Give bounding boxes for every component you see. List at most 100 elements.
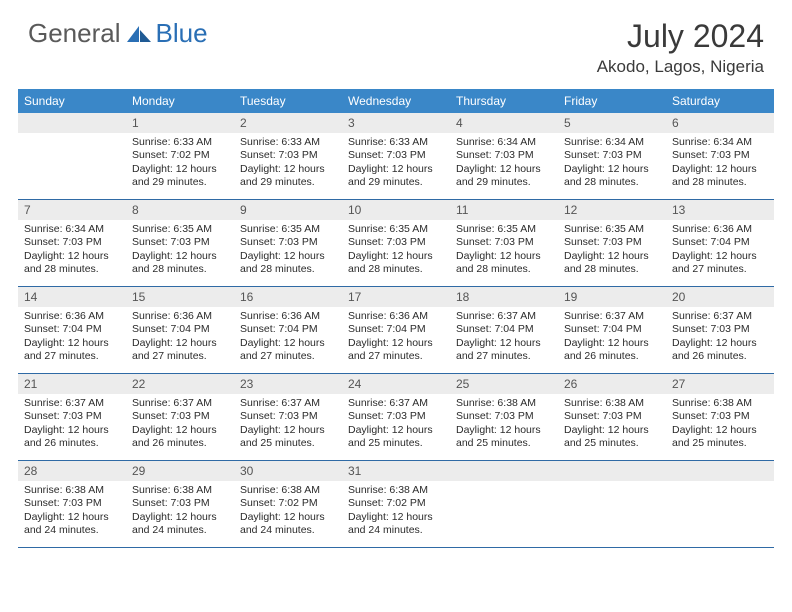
day-data: Sunrise: 6:36 AMSunset: 7:04 PMDaylight:… xyxy=(234,307,342,370)
day-data: Sunrise: 6:38 AMSunset: 7:03 PMDaylight:… xyxy=(126,481,234,544)
sunrise-line: Sunrise: 6:33 AM xyxy=(348,136,444,149)
day-data xyxy=(666,481,774,490)
sunrise-line: Sunrise: 6:38 AM xyxy=(24,484,120,497)
sunset-line: Sunset: 7:04 PM xyxy=(240,323,336,336)
day-cell: 30Sunrise: 6:38 AMSunset: 7:02 PMDayligh… xyxy=(234,461,342,547)
day-number: 16 xyxy=(234,287,342,307)
daylight-line: Daylight: 12 hours and 29 minutes. xyxy=(132,163,228,190)
daylight-line: Daylight: 12 hours and 24 minutes. xyxy=(132,511,228,538)
day-data: Sunrise: 6:35 AMSunset: 7:03 PMDaylight:… xyxy=(342,220,450,283)
day-number xyxy=(558,461,666,481)
daylight-line: Daylight: 12 hours and 29 minutes. xyxy=(240,163,336,190)
day-number: 26 xyxy=(558,374,666,394)
day-cell: 13Sunrise: 6:36 AMSunset: 7:04 PMDayligh… xyxy=(666,200,774,286)
day-data: Sunrise: 6:34 AMSunset: 7:03 PMDaylight:… xyxy=(666,133,774,196)
sunset-line: Sunset: 7:02 PM xyxy=(348,497,444,510)
sail-icon xyxy=(125,24,153,44)
sunrise-line: Sunrise: 6:33 AM xyxy=(132,136,228,149)
day-data: Sunrise: 6:37 AMSunset: 7:03 PMDaylight:… xyxy=(234,394,342,457)
sunrise-line: Sunrise: 6:36 AM xyxy=(132,310,228,323)
day-number: 23 xyxy=(234,374,342,394)
day-cell: 8Sunrise: 6:35 AMSunset: 7:03 PMDaylight… xyxy=(126,200,234,286)
dow-header: Friday xyxy=(558,89,666,113)
sunrise-line: Sunrise: 6:34 AM xyxy=(564,136,660,149)
day-cell: 4Sunrise: 6:34 AMSunset: 7:03 PMDaylight… xyxy=(450,113,558,199)
day-number: 21 xyxy=(18,374,126,394)
day-number: 9 xyxy=(234,200,342,220)
week-row: 21Sunrise: 6:37 AMSunset: 7:03 PMDayligh… xyxy=(18,374,774,461)
sunrise-line: Sunrise: 6:38 AM xyxy=(672,397,768,410)
daylight-line: Daylight: 12 hours and 27 minutes. xyxy=(348,337,444,364)
sunset-line: Sunset: 7:03 PM xyxy=(564,149,660,162)
brand-part1: General xyxy=(28,18,121,49)
daylight-line: Daylight: 12 hours and 26 minutes. xyxy=(564,337,660,364)
daylight-line: Daylight: 12 hours and 27 minutes. xyxy=(240,337,336,364)
daylight-line: Daylight: 12 hours and 28 minutes. xyxy=(348,250,444,277)
day-number: 8 xyxy=(126,200,234,220)
dow-header: Tuesday xyxy=(234,89,342,113)
sunrise-line: Sunrise: 6:36 AM xyxy=(24,310,120,323)
day-number: 20 xyxy=(666,287,774,307)
day-number: 27 xyxy=(666,374,774,394)
day-cell xyxy=(666,461,774,547)
day-data xyxy=(558,481,666,490)
calendar: SundayMondayTuesdayWednesdayThursdayFrid… xyxy=(0,83,792,548)
sunset-line: Sunset: 7:03 PM xyxy=(564,236,660,249)
day-data: Sunrise: 6:38 AMSunset: 7:03 PMDaylight:… xyxy=(666,394,774,457)
daylight-line: Daylight: 12 hours and 29 minutes. xyxy=(456,163,552,190)
day-number xyxy=(18,113,126,133)
day-data: Sunrise: 6:38 AMSunset: 7:03 PMDaylight:… xyxy=(450,394,558,457)
day-cell: 21Sunrise: 6:37 AMSunset: 7:03 PMDayligh… xyxy=(18,374,126,460)
sunset-line: Sunset: 7:03 PM xyxy=(240,236,336,249)
daylight-line: Daylight: 12 hours and 25 minutes. xyxy=(240,424,336,451)
day-data: Sunrise: 6:37 AMSunset: 7:04 PMDaylight:… xyxy=(450,307,558,370)
daylight-line: Daylight: 12 hours and 28 minutes. xyxy=(240,250,336,277)
day-cell: 10Sunrise: 6:35 AMSunset: 7:03 PMDayligh… xyxy=(342,200,450,286)
day-data: Sunrise: 6:35 AMSunset: 7:03 PMDaylight:… xyxy=(450,220,558,283)
day-data: Sunrise: 6:38 AMSunset: 7:02 PMDaylight:… xyxy=(342,481,450,544)
sunrise-line: Sunrise: 6:37 AM xyxy=(132,397,228,410)
day-cell: 15Sunrise: 6:36 AMSunset: 7:04 PMDayligh… xyxy=(126,287,234,373)
day-cell: 23Sunrise: 6:37 AMSunset: 7:03 PMDayligh… xyxy=(234,374,342,460)
sunset-line: Sunset: 7:03 PM xyxy=(348,236,444,249)
daylight-line: Daylight: 12 hours and 28 minutes. xyxy=(456,250,552,277)
sunrise-line: Sunrise: 6:38 AM xyxy=(132,484,228,497)
day-cell: 3Sunrise: 6:33 AMSunset: 7:03 PMDaylight… xyxy=(342,113,450,199)
weeks-container: 1Sunrise: 6:33 AMSunset: 7:02 PMDaylight… xyxy=(18,113,774,548)
day-number: 14 xyxy=(18,287,126,307)
day-cell: 1Sunrise: 6:33 AMSunset: 7:02 PMDaylight… xyxy=(126,113,234,199)
day-number: 12 xyxy=(558,200,666,220)
sunset-line: Sunset: 7:03 PM xyxy=(456,410,552,423)
day-cell: 22Sunrise: 6:37 AMSunset: 7:03 PMDayligh… xyxy=(126,374,234,460)
day-number: 13 xyxy=(666,200,774,220)
day-cell xyxy=(18,113,126,199)
daylight-line: Daylight: 12 hours and 27 minutes. xyxy=(132,337,228,364)
day-data: Sunrise: 6:33 AMSunset: 7:02 PMDaylight:… xyxy=(126,133,234,196)
daylight-line: Daylight: 12 hours and 25 minutes. xyxy=(348,424,444,451)
sunset-line: Sunset: 7:04 PM xyxy=(348,323,444,336)
day-number: 1 xyxy=(126,113,234,133)
day-data: Sunrise: 6:36 AMSunset: 7:04 PMDaylight:… xyxy=(342,307,450,370)
sunset-line: Sunset: 7:03 PM xyxy=(348,149,444,162)
day-cell: 20Sunrise: 6:37 AMSunset: 7:03 PMDayligh… xyxy=(666,287,774,373)
brand-logo: General Blue xyxy=(28,18,208,49)
day-cell: 31Sunrise: 6:38 AMSunset: 7:02 PMDayligh… xyxy=(342,461,450,547)
sunset-line: Sunset: 7:03 PM xyxy=(24,410,120,423)
day-number: 30 xyxy=(234,461,342,481)
day-data: Sunrise: 6:35 AMSunset: 7:03 PMDaylight:… xyxy=(234,220,342,283)
dow-header: Wednesday xyxy=(342,89,450,113)
sunrise-line: Sunrise: 6:36 AM xyxy=(672,223,768,236)
sunrise-line: Sunrise: 6:35 AM xyxy=(348,223,444,236)
daylight-line: Daylight: 12 hours and 25 minutes. xyxy=(672,424,768,451)
day-cell: 9Sunrise: 6:35 AMSunset: 7:03 PMDaylight… xyxy=(234,200,342,286)
day-data: Sunrise: 6:37 AMSunset: 7:03 PMDaylight:… xyxy=(126,394,234,457)
day-data: Sunrise: 6:35 AMSunset: 7:03 PMDaylight:… xyxy=(126,220,234,283)
page-title: July 2024 xyxy=(597,18,764,55)
day-data: Sunrise: 6:38 AMSunset: 7:03 PMDaylight:… xyxy=(558,394,666,457)
day-data: Sunrise: 6:33 AMSunset: 7:03 PMDaylight:… xyxy=(234,133,342,196)
daylight-line: Daylight: 12 hours and 28 minutes. xyxy=(564,163,660,190)
day-number xyxy=(450,461,558,481)
day-number: 5 xyxy=(558,113,666,133)
daylight-line: Daylight: 12 hours and 27 minutes. xyxy=(672,250,768,277)
day-data: Sunrise: 6:35 AMSunset: 7:03 PMDaylight:… xyxy=(558,220,666,283)
